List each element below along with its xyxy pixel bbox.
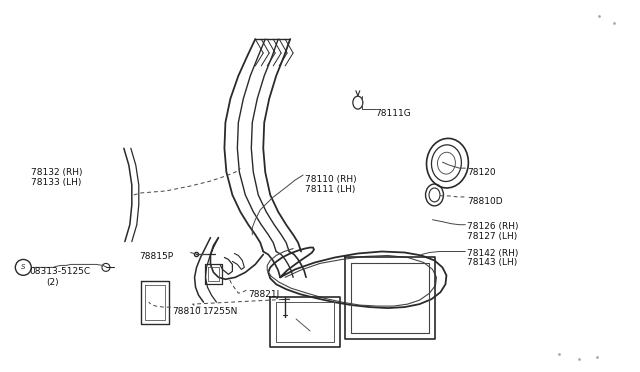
Text: 78143 (LH): 78143 (LH) (467, 259, 518, 267)
Text: 78133 (LH): 78133 (LH) (31, 178, 82, 187)
Text: 08313-5125C: 08313-5125C (29, 267, 90, 276)
Text: (2): (2) (46, 278, 59, 287)
Text: 78126 (RH): 78126 (RH) (467, 222, 519, 231)
Text: 78142 (RH): 78142 (RH) (467, 248, 519, 257)
Text: 78111G: 78111G (375, 109, 410, 118)
Text: 78815P: 78815P (139, 253, 173, 262)
Text: 78110 (RH): 78110 (RH) (305, 175, 356, 184)
Text: 78111 (LH): 78111 (LH) (305, 185, 355, 194)
Text: 78821J: 78821J (248, 290, 280, 299)
Text: 78810: 78810 (173, 307, 202, 316)
Text: 78120: 78120 (467, 168, 496, 177)
Text: 78132 (RH): 78132 (RH) (31, 168, 83, 177)
Text: 78810D: 78810D (467, 197, 503, 206)
Text: 78127 (LH): 78127 (LH) (467, 232, 518, 241)
Text: 17255N: 17255N (202, 307, 238, 316)
Text: S: S (21, 264, 26, 270)
